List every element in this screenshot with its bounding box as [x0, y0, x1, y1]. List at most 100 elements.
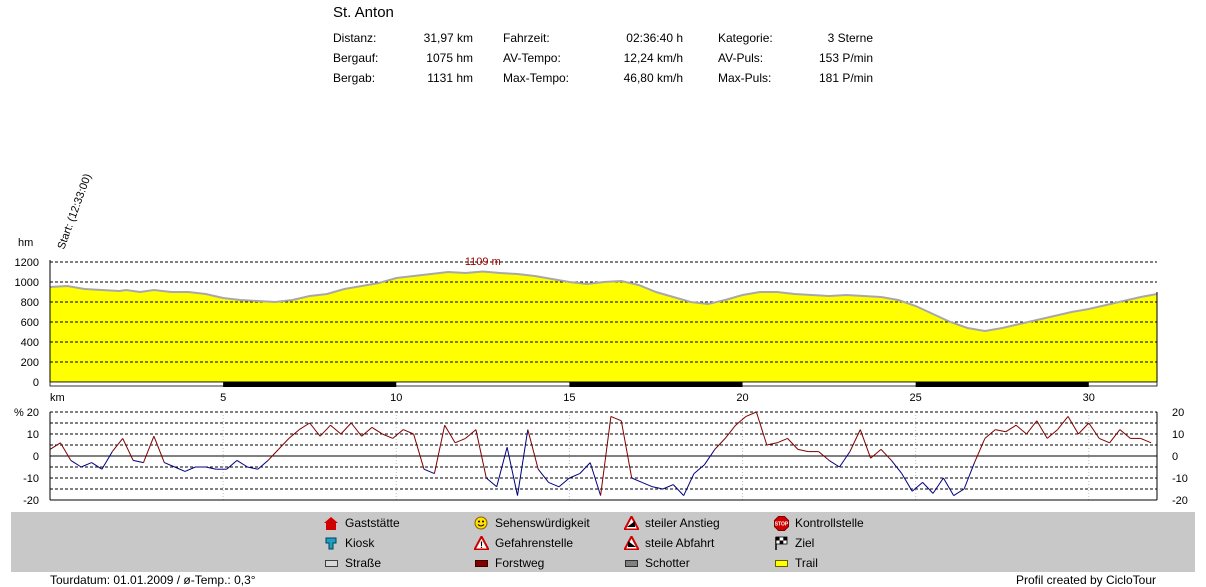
route-title: St. Anton	[333, 4, 394, 21]
slope-line-segment	[901, 473, 913, 492]
slope-line-segment	[485, 477, 498, 488]
svg-text:!: !	[480, 540, 483, 550]
stat-label-avg-pulse: AV-Puls:	[718, 51, 764, 65]
road-swatch	[323, 556, 339, 570]
km-tick-label: 25	[910, 392, 922, 404]
slope-line-segment	[1046, 429, 1058, 439]
slope-line-segment	[299, 422, 310, 431]
elevation-y-tick-label: 400	[21, 337, 39, 349]
svg-text:STOP: STOP	[774, 521, 788, 527]
slope-line-segment	[777, 437, 788, 444]
slope-line-segment	[891, 460, 903, 474]
slope-line-segment	[631, 477, 643, 483]
slope-y-tick-label-right: 10	[1172, 429, 1184, 441]
slope-line-segment	[132, 459, 144, 464]
legend-label-checkpoint: Kontrollstelle	[795, 516, 864, 530]
km-band-segment	[223, 382, 397, 387]
stat-value-max-speed: 46,80 km/h	[623, 71, 683, 85]
slope-line-segment	[1005, 424, 1017, 433]
forest-road-swatch-box	[474, 559, 488, 567]
legend-label-steep-descent: steile Abfahrt	[645, 536, 715, 550]
elevation-y-tick-label: 0	[33, 377, 39, 389]
slope-line-segment	[506, 447, 518, 496]
slope-line-segment	[859, 429, 872, 459]
slope-line-segment	[745, 411, 757, 417]
legend-item-sight: Sehenswürdigkeit	[473, 516, 590, 530]
slope-line-segment	[1119, 429, 1131, 439]
slope-line-segment	[433, 425, 446, 474]
legend-label-forest-road: Forstweg	[495, 556, 545, 570]
slope-line-segment	[724, 424, 736, 439]
slope-line-segment	[1057, 416, 1069, 430]
slope-line-segment	[174, 466, 186, 472]
slope-line-segment	[693, 464, 705, 474]
house-icon	[323, 516, 339, 530]
slope-line-segment	[963, 462, 975, 490]
slope-y-tick-label-right: 20	[1172, 407, 1184, 419]
slope-line-segment	[589, 462, 602, 496]
stat-label-avg-speed: AV-Tempo:	[503, 51, 561, 65]
slope-line-segment	[1036, 420, 1048, 439]
stat-label-descent: Bergab:	[333, 71, 376, 85]
slope-line-segment	[1067, 416, 1079, 435]
slope-line-segment	[755, 411, 768, 446]
slope-line-segment	[735, 416, 747, 426]
gravel-swatch-box	[624, 559, 638, 567]
slope-line-segment	[59, 442, 72, 461]
legend-label-steep-climb: steiler Anstieg	[645, 516, 720, 530]
trail-swatch	[773, 556, 789, 570]
slope-line-segment	[714, 438, 726, 450]
elevation-line	[49, 270, 1158, 333]
slope-line-segment	[413, 433, 425, 470]
slope-line-segment	[371, 426, 383, 435]
slope-line-segment	[922, 482, 934, 494]
slope-y-tick-label-left: 0	[33, 451, 39, 463]
forest-road-swatch	[473, 556, 489, 570]
slope-line-segment	[288, 429, 300, 439]
elevation-area	[50, 271, 1157, 382]
slope-line-segment	[600, 416, 612, 496]
slope-y-tick-label-left: -20	[23, 495, 39, 507]
slope-line-segment	[164, 462, 175, 468]
slope-line-segment	[257, 460, 269, 470]
stat-value-avg-speed: 12,24 km/h	[623, 51, 683, 65]
slope-line-segment	[818, 451, 830, 461]
legend-label-road: Straße	[345, 556, 382, 570]
slope-line-segment	[1088, 422, 1100, 439]
slope-line-segment	[797, 448, 809, 453]
slope-line-segment	[558, 477, 570, 488]
trail-swatch-box	[774, 559, 788, 567]
slope-line-segment	[340, 422, 352, 435]
slope-line-segment	[579, 462, 591, 474]
legend-label-danger: Gefahrenstelle	[495, 536, 574, 550]
slope-line-segment	[403, 429, 414, 435]
slope-line-segment	[1026, 420, 1038, 435]
legend-item-kiosk: Kiosk	[323, 536, 374, 550]
slope-line-segment	[423, 468, 435, 475]
max-elevation-annotation: 1109 m	[465, 256, 501, 268]
legend-panel: Gaststätte Kiosk Straße Sehenswürdigkeit…	[11, 512, 1195, 572]
start-time-annotation: Start: (12:33:00)	[56, 172, 94, 251]
km-tick-label: 5	[220, 392, 226, 404]
legend-item-restaurant: Gaststätte	[323, 516, 400, 530]
stop-icon: STOP	[773, 515, 789, 531]
slope-line-segment	[828, 459, 840, 468]
footer-credit: Profil created by CicloTour	[1015, 573, 1156, 587]
legend-label-gravel: Schotter	[645, 556, 690, 570]
slope-line-segment	[1099, 437, 1110, 444]
finish-flag-icon	[773, 536, 789, 550]
slope-line-segment	[226, 460, 238, 470]
stat-label-distance: Distanz:	[333, 31, 377, 45]
legend-label-sight: Sehenswürdigkeit	[495, 516, 590, 530]
slope-line-segment	[849, 429, 861, 452]
legend-label-kiosk: Kiosk	[345, 536, 375, 550]
slope-line-segment	[569, 473, 580, 479]
road-swatch-box	[324, 559, 338, 567]
danger-icon: !	[473, 536, 489, 550]
slope-y-tick-label-right: 0	[1172, 451, 1178, 463]
elevation-y-tick-label: 1200	[15, 257, 39, 269]
slope-line-segment	[517, 429, 529, 496]
slope-line-segment	[475, 429, 487, 479]
slope-line-segment	[620, 420, 633, 479]
slope-line-segment	[870, 449, 882, 459]
